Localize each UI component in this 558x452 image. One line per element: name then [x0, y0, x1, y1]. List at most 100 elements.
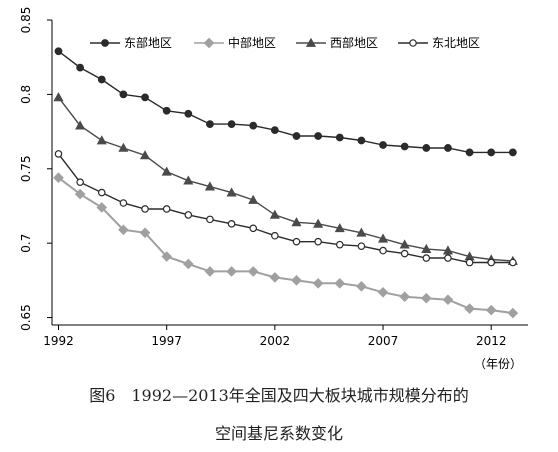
- data-point: [509, 258, 517, 267]
- data-point: [97, 75, 106, 84]
- point-marker: [119, 199, 128, 207]
- y-tick-label: 0.7: [19, 234, 33, 253]
- y-tick-label: 0.75: [19, 155, 33, 182]
- point-marker: [97, 75, 106, 84]
- data-point: [377, 233, 389, 243]
- point-marker: [118, 142, 129, 152]
- point-marker: [227, 220, 236, 228]
- data-point: [204, 266, 216, 277]
- point-marker: [400, 142, 409, 151]
- data-point: [270, 126, 279, 134]
- point-marker: [507, 307, 519, 319]
- data-point: [139, 150, 151, 160]
- data-point: [204, 181, 215, 191]
- point-marker: [314, 132, 323, 140]
- point-marker: [227, 120, 236, 129]
- legend-item: 东部地区: [90, 35, 172, 50]
- data-point: [421, 243, 432, 253]
- data-point: [53, 172, 64, 184]
- data-point: [291, 217, 302, 227]
- point-marker: [292, 237, 301, 246]
- point-marker: [53, 172, 64, 184]
- series-3: [53, 92, 518, 265]
- series-1: [54, 47, 517, 157]
- point-marker: [357, 136, 366, 145]
- data-point: [292, 132, 301, 140]
- data-point: [53, 92, 64, 102]
- series-layer: [53, 47, 519, 319]
- data-point: [206, 120, 214, 129]
- point-marker: [356, 227, 367, 237]
- data-point: [54, 150, 63, 158]
- data-point: [97, 188, 106, 197]
- point-marker: [400, 249, 409, 258]
- data-point: [357, 136, 366, 145]
- point-marker: [96, 202, 108, 213]
- point-marker: [464, 303, 475, 314]
- data-point: [464, 303, 475, 314]
- legend-item: 东北地区: [398, 36, 480, 50]
- point-marker: [184, 109, 193, 118]
- data-point: [399, 239, 410, 249]
- data-point: [227, 120, 236, 129]
- point-marker: [118, 224, 129, 236]
- data-point: [356, 227, 367, 237]
- point-marker: [96, 135, 107, 145]
- point-marker: [101, 39, 109, 47]
- figure-caption-line2: 空间基尼系数变化: [214, 424, 343, 443]
- point-marker: [270, 126, 279, 134]
- data-point: [422, 254, 431, 262]
- data-point: [305, 37, 317, 47]
- data-point: [335, 133, 344, 142]
- point-marker: [206, 120, 214, 129]
- point-marker: [399, 239, 410, 249]
- data-point: [75, 120, 86, 130]
- point-marker: [292, 132, 301, 140]
- point-marker: [249, 224, 258, 233]
- point-marker: [409, 39, 417, 47]
- point-marker: [421, 292, 432, 304]
- point-marker: [442, 245, 453, 255]
- point-marker: [399, 291, 410, 303]
- point-marker: [312, 278, 324, 289]
- point-marker: [183, 175, 194, 185]
- figure-caption-line1: 图6 1992—2013年全国及四大板块城市规模分布的: [89, 386, 469, 405]
- gini-line-chart: 0.65 0.7 0.75 0.8 0.85 1992 1997 2002 2007 2012 （年…: [19, 7, 528, 371]
- point-marker: [183, 258, 194, 270]
- point-marker: [487, 148, 496, 157]
- point-marker: [53, 92, 64, 102]
- data-point: [400, 142, 409, 151]
- data-point: [227, 220, 236, 228]
- data-point: [118, 142, 129, 152]
- x-tick-label: 2007: [368, 334, 399, 348]
- point-marker: [291, 217, 302, 227]
- point-marker: [139, 150, 151, 160]
- point-marker: [184, 211, 193, 219]
- data-point: [356, 281, 367, 292]
- series-4: [54, 150, 517, 267]
- point-marker: [335, 133, 344, 142]
- data-point: [313, 218, 324, 228]
- legend-label: 中部地区: [228, 35, 276, 50]
- point-marker: [161, 166, 172, 176]
- point-marker: [204, 266, 216, 277]
- data-point: [247, 266, 259, 277]
- point-marker: [97, 188, 106, 197]
- data-point: [379, 141, 387, 149]
- point-marker: [465, 148, 474, 157]
- point-marker: [269, 209, 280, 219]
- data-point: [422, 144, 431, 152]
- point-marker: [141, 205, 149, 213]
- point-marker: [75, 120, 86, 130]
- point-marker: [334, 223, 345, 233]
- point-marker: [161, 251, 172, 262]
- data-point: [334, 223, 345, 233]
- point-marker: [74, 188, 86, 200]
- data-point: [76, 178, 84, 186]
- data-point: [76, 63, 85, 72]
- point-marker: [162, 106, 171, 115]
- point-marker: [249, 121, 258, 130]
- point-marker: [422, 144, 431, 152]
- x-tick-label: 1992: [43, 334, 74, 348]
- point-marker: [54, 150, 63, 158]
